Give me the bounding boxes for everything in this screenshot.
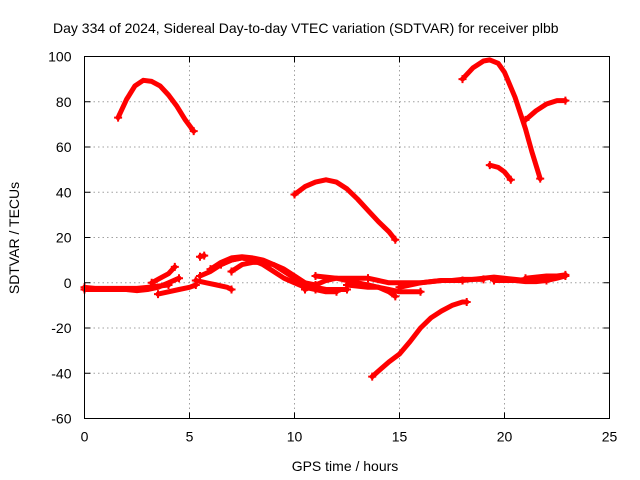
y-tick-label: 80 (56, 94, 72, 110)
data-point-marker (391, 292, 400, 301)
x-tick-label: 20 (497, 429, 513, 445)
data-point-marker (536, 174, 545, 183)
y-tick-label: -20 (51, 320, 71, 336)
data-point-marker (343, 281, 351, 290)
data-point-marker (206, 265, 215, 274)
data-point-marker (395, 283, 404, 292)
series-layer (80, 57, 570, 381)
data-point-marker (391, 235, 400, 244)
data-point-marker (301, 285, 309, 294)
data-point-marker (191, 276, 200, 285)
data-series-late-2 (491, 273, 568, 285)
y-tick-label: 0 (64, 275, 72, 291)
data-point-marker (458, 276, 467, 285)
data-series-arc-1 (115, 77, 197, 134)
data-series-low-1 (193, 278, 234, 292)
data-point-marker (416, 287, 425, 296)
x-axis-label: GPS time / hours (292, 458, 399, 474)
data-point-marker (189, 127, 198, 136)
data-point-marker (458, 75, 467, 84)
y-tick-label: 40 (56, 184, 72, 200)
data-point-marker (490, 276, 498, 285)
y-tick-label: -60 (51, 411, 71, 427)
x-tick-label: 15 (392, 429, 408, 445)
data-point-marker (170, 262, 179, 271)
y-tick-label: -40 (51, 365, 71, 381)
data-series-hump-4 (229, 259, 318, 288)
data-series-late-3 (523, 272, 568, 281)
chart-title: Day 334 of 2024, Sidereal Day-to-day VTE… (53, 20, 559, 36)
data-series-mid-3 (344, 282, 423, 295)
data-series-rise-1 (149, 264, 178, 286)
data-point-marker (175, 274, 183, 283)
data-point-marker (147, 278, 156, 287)
data-point-marker (561, 96, 570, 105)
data-point-marker (368, 372, 377, 381)
y-tick-label: 100 (48, 49, 72, 65)
data-point-marker (506, 175, 515, 184)
data-point-marker (561, 270, 570, 279)
data-point-marker (521, 274, 530, 283)
x-tick-label: 10 (287, 429, 303, 445)
data-series-baseline-3 (155, 282, 199, 297)
x-tick-label: 25 (602, 429, 618, 445)
data-point-marker (521, 115, 530, 124)
data-series-arc-6 (369, 299, 470, 380)
data-series-arc-4 (487, 162, 514, 183)
data-point-marker (196, 252, 204, 261)
data-point-marker (196, 271, 204, 280)
data-point-marker (290, 190, 299, 199)
data-point-marker (227, 267, 236, 276)
data-point-marker (364, 274, 372, 283)
data-point-marker (311, 271, 320, 280)
grid-layer (84, 56, 610, 419)
y-axis-label: SDTVAR / TECUs (6, 182, 22, 294)
data-point-marker (227, 285, 236, 294)
data-series-arc-5 (523, 98, 568, 123)
x-tick-label: 0 (81, 429, 89, 445)
tick-layer: 0 5 10 15 20 25 -60 -40 -20 0 20 40 60 80 100 (48, 49, 617, 445)
y-tick-label: 60 (56, 139, 72, 155)
data-point-marker (485, 161, 494, 170)
data-point-marker (462, 297, 471, 306)
data-point-marker (217, 260, 225, 269)
y-tick-label: 20 (56, 230, 72, 246)
data-point-marker (200, 251, 209, 260)
x-tick-label: 5 (186, 429, 194, 445)
data-point-marker (154, 290, 162, 299)
data-series-arc-3 (460, 57, 543, 182)
data-series-baseline-2 (82, 275, 182, 294)
data-point-marker (114, 113, 123, 122)
data-series-arc-2 (292, 177, 398, 243)
